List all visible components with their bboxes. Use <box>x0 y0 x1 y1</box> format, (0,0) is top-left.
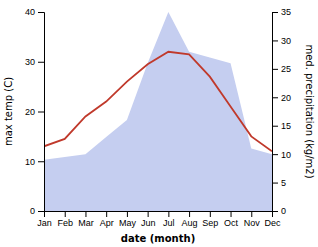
x-tick-label: Oct <box>224 218 239 228</box>
x-tick-label: May <box>119 218 137 228</box>
x-tick: Jun <box>141 211 156 228</box>
y2-axis: 0 5 10 15 20 25 30 35 <box>272 7 291 216</box>
y-axis: 0 10 20 30 40 <box>25 7 45 216</box>
chart-container: JanFebMarAprMayJunJulAugSepOctNovDec0102… <box>0 0 318 247</box>
x-tick: Oct <box>224 211 239 228</box>
x-tick: Aug <box>182 211 198 228</box>
x-tick-label: Mar <box>78 218 94 228</box>
x-tick-label: Dec <box>264 218 281 228</box>
y2-tick-label: 25 <box>281 64 291 74</box>
chart-svg: JanFebMarAprMayJunJulAugSepOctNovDec0102… <box>0 0 318 247</box>
x-tick-mark <box>168 211 169 217</box>
x-tick: Sep <box>202 211 218 228</box>
x-tick: Mar <box>78 211 94 228</box>
y2-tick: 0 <box>272 206 286 216</box>
y2-tick-mark <box>272 69 278 70</box>
y2-tick-mark <box>272 154 278 155</box>
x-tick-mark <box>148 211 149 217</box>
y2-tick-mark <box>272 12 278 13</box>
y2-tick: 30 <box>272 36 291 46</box>
x-tick-mark <box>127 211 128 217</box>
y2-tick-label: 10 <box>281 150 291 160</box>
x-axis-line <box>45 212 273 218</box>
y2-axis-title: med. precipitation (kg/m2) <box>304 44 315 178</box>
x-tick-mark <box>189 211 190 217</box>
y-axis-line <box>38 13 45 212</box>
x-tick-mark <box>251 211 252 217</box>
y2-tick-label: 0 <box>281 206 286 216</box>
y2-tick: 35 <box>272 7 291 17</box>
y2-tick-mark <box>272 126 278 127</box>
y2-tick-label: 15 <box>281 121 291 131</box>
y-axis-title: max temp (C) <box>3 77 14 146</box>
temperature-line <box>44 52 272 152</box>
x-tick: Feb <box>57 211 73 228</box>
y-tick-label: 20 <box>25 107 35 117</box>
x-tick: Apr <box>100 211 114 228</box>
y-tick-label: 30 <box>25 57 35 67</box>
y2-tick: 15 <box>272 121 291 131</box>
y2-tick: 20 <box>272 93 291 103</box>
x-tick: Nov <box>244 211 261 228</box>
x-tick-label: Nov <box>244 218 261 228</box>
x-tick-mark <box>106 211 107 217</box>
plot-area <box>44 12 272 211</box>
y2-tick: 5 <box>272 178 286 188</box>
x-tick-mark <box>65 211 66 217</box>
y2-tick-label: 20 <box>281 93 291 103</box>
x-tick-label: Jan <box>37 218 52 228</box>
x-tick-label: Sep <box>202 218 218 228</box>
y-tick-label: 0 <box>30 206 35 216</box>
x-tick-label: Apr <box>100 218 114 228</box>
x-tick: May <box>119 211 137 228</box>
x-tick-label: Jul <box>163 218 175 228</box>
y2-axis-line <box>273 13 279 212</box>
x-tick: Jul <box>163 211 175 228</box>
y-tick-mark <box>38 62 44 63</box>
y-tick: 40 <box>25 7 44 17</box>
y-tick: 30 <box>25 57 44 67</box>
y-tick-label: 40 <box>25 7 35 17</box>
x-tick-mark <box>210 211 211 217</box>
x-tick: Jan <box>37 211 52 228</box>
y2-tick-label: 30 <box>281 36 291 46</box>
x-tick-label: Jun <box>141 218 156 228</box>
plot-root: JanFebMarAprMayJunJulAugSepOctNovDec0102… <box>3 7 315 244</box>
y-tick: 20 <box>25 107 44 117</box>
y2-tick-label: 35 <box>281 7 291 17</box>
x-axis-title: date (month) <box>121 233 195 244</box>
y2-tick: 10 <box>272 150 291 160</box>
y-tick-mark <box>38 112 44 113</box>
x-tick-mark <box>231 211 232 217</box>
y-tick-mark <box>38 161 44 162</box>
y2-tick-mark <box>272 211 278 212</box>
y2-tick-mark <box>272 183 278 184</box>
y2-tick-label: 5 <box>281 178 286 188</box>
y2-tick: 25 <box>272 64 291 74</box>
x-tick-label: Aug <box>182 218 198 228</box>
y-tick-mark <box>38 211 44 212</box>
y-tick-label: 10 <box>25 157 35 167</box>
x-axis: Jan Feb Mar Apr May Jun Jul Aug Sep Oct NovDec <box>37 211 281 228</box>
y-tick: 10 <box>25 157 44 167</box>
y2-tick-mark <box>272 40 278 41</box>
x-tick-label: Feb <box>57 218 73 228</box>
precipitation-area <box>44 12 272 211</box>
y-tick-mark <box>38 12 44 13</box>
x-tick-mark <box>85 211 86 217</box>
x-tick: Dec <box>264 211 281 228</box>
y-tick: 0 <box>30 206 44 216</box>
y2-tick-mark <box>272 97 278 98</box>
